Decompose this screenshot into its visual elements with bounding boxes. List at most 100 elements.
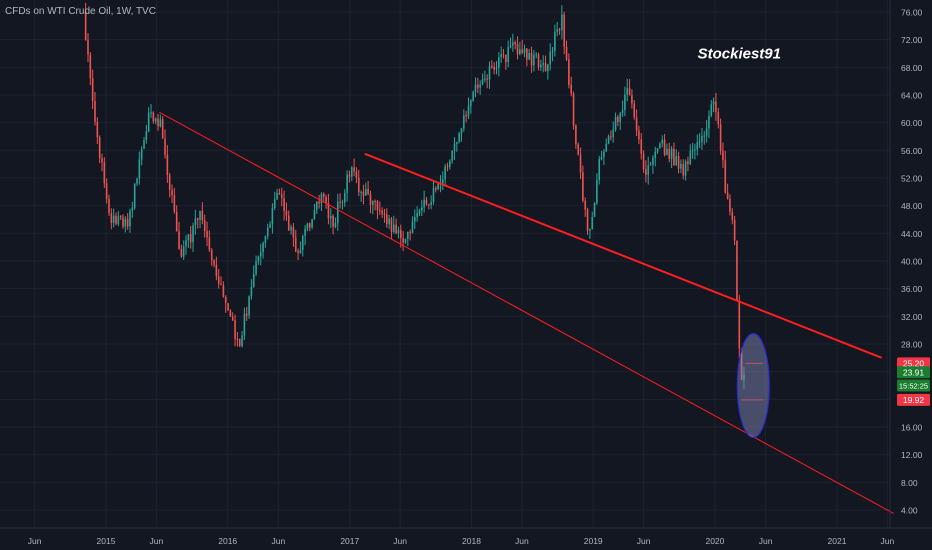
time-axis: Jun 2015 Jun 2016 Jun 2017 Jun 2018 Jun 2019 Jun 20… <box>0 527 932 546</box>
candle-up <box>185 240 187 247</box>
time-axis-label: 2015 <box>97 536 116 546</box>
candle-up <box>495 67 498 70</box>
candle-down <box>110 213 113 223</box>
candle-down <box>231 316 234 321</box>
candle-down <box>722 150 724 161</box>
candle-down <box>318 201 320 204</box>
candle-down <box>178 231 180 249</box>
candle-up <box>243 313 246 336</box>
candle-up <box>512 42 514 46</box>
candle-up <box>449 160 451 168</box>
candle-down <box>577 144 580 155</box>
candle-up <box>192 225 194 243</box>
candle-down <box>227 303 229 311</box>
candle-down <box>374 201 376 203</box>
candle-down <box>642 153 645 170</box>
candle-down <box>126 218 129 227</box>
candle-down <box>157 118 159 127</box>
candle-up <box>507 47 509 63</box>
price-axis-label: 44.00 <box>901 229 923 239</box>
candle-up <box>117 216 120 224</box>
candle-down <box>726 192 729 199</box>
time-axis-label: Jun <box>759 536 773 546</box>
candle-down <box>369 194 372 205</box>
candle-up <box>266 227 269 237</box>
candle-up <box>647 165 650 175</box>
candle-up <box>603 151 605 158</box>
candle-down <box>105 183 108 199</box>
price-badge-label: 19.92 <box>903 395 925 405</box>
candle-down <box>101 158 103 163</box>
candle-down <box>558 29 561 31</box>
candle-up <box>680 164 682 169</box>
candle-down <box>425 199 428 205</box>
candle-up <box>334 223 337 227</box>
candle-down <box>668 148 671 159</box>
candle-down <box>635 117 638 131</box>
candle-up <box>264 236 267 243</box>
candle-down <box>505 54 507 63</box>
candle-down <box>283 198 285 211</box>
candle-down <box>220 283 222 286</box>
candle-down <box>673 148 675 166</box>
candle-up <box>453 143 456 151</box>
candle-up <box>313 210 316 220</box>
candle-up <box>329 215 332 219</box>
candle-down <box>171 189 173 196</box>
candle-up <box>661 139 664 144</box>
candle-up <box>418 210 421 214</box>
candle-down <box>617 116 619 122</box>
candle-down <box>210 249 213 261</box>
candle-up <box>147 112 150 132</box>
candle-up <box>547 64 549 72</box>
candle-down <box>208 237 211 250</box>
time-axis-label: Jun <box>28 536 42 546</box>
candle-up <box>652 157 654 165</box>
candle-up <box>241 335 243 347</box>
candle-up <box>540 64 542 68</box>
candle-up <box>397 229 400 234</box>
time-axis-label: 2021 <box>828 536 847 546</box>
candle-down <box>164 138 166 155</box>
candle-up <box>290 227 292 231</box>
candle-up <box>143 140 145 149</box>
candle-up <box>481 79 484 85</box>
candle-down <box>206 231 208 238</box>
price-axis-label: 36.00 <box>901 284 923 294</box>
candle-down <box>663 139 666 155</box>
candle-down <box>367 189 369 195</box>
price-axis-label: 68.00 <box>901 63 923 73</box>
candle-up <box>712 101 715 105</box>
candle-down <box>94 101 96 122</box>
candle-up <box>689 150 692 165</box>
candle-down <box>633 103 636 118</box>
candle-up <box>698 141 701 143</box>
candle-up <box>437 183 439 190</box>
candle-down <box>717 111 720 125</box>
candle-down <box>322 193 325 197</box>
candle-up <box>194 218 197 226</box>
time-axis-label: Jun <box>272 536 286 546</box>
candle-down <box>108 198 110 214</box>
candle-down <box>84 12 87 41</box>
candle-down <box>115 215 117 224</box>
candle-up <box>182 246 185 257</box>
candle-down <box>715 101 717 112</box>
candle-down <box>381 210 383 214</box>
candle-down <box>537 54 540 68</box>
candle-down <box>493 66 495 70</box>
candle-up <box>411 221 414 233</box>
candle-up <box>432 187 435 202</box>
candle-up <box>421 207 423 211</box>
candle-down <box>196 218 199 220</box>
candle-up <box>416 213 418 217</box>
candle-up <box>675 156 678 166</box>
candle-up <box>133 183 136 208</box>
candle-up <box>472 92 474 101</box>
candle-up <box>696 142 699 150</box>
candle-up <box>659 143 661 149</box>
candle-up <box>703 135 706 137</box>
candle-down <box>217 276 220 284</box>
